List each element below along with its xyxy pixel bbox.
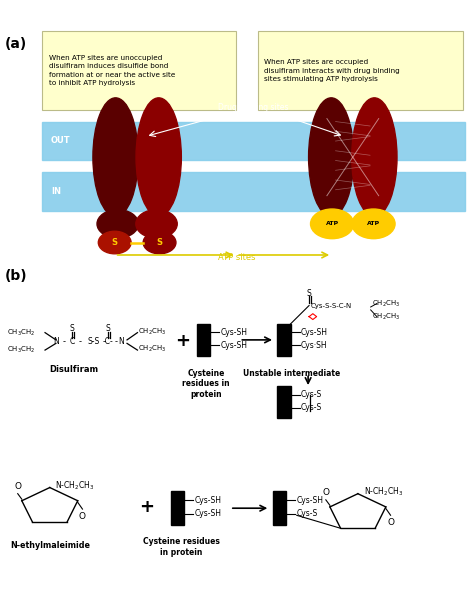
Text: Cys-SH: Cys-SH bbox=[301, 328, 328, 337]
Text: CH$_2$CH$_3$: CH$_2$CH$_3$ bbox=[372, 298, 401, 308]
Circle shape bbox=[136, 209, 177, 238]
Text: Cys-S: Cys-S bbox=[301, 390, 322, 400]
Text: OUT: OUT bbox=[51, 136, 71, 145]
Bar bbox=[42, 122, 465, 160]
Text: CH$_2$CH$_3$: CH$_2$CH$_3$ bbox=[138, 344, 167, 354]
Text: When ATP sites are unoccupied
disulfiram induces disulfide bond
formation at or : When ATP sites are unoccupied disulfiram… bbox=[49, 55, 175, 87]
Text: Cys-S: Cys-S bbox=[296, 509, 318, 518]
Circle shape bbox=[97, 209, 138, 238]
Text: -C-: -C- bbox=[103, 337, 113, 346]
Text: O: O bbox=[387, 518, 394, 527]
Text: +: + bbox=[139, 498, 155, 516]
Text: IN: IN bbox=[51, 187, 61, 196]
Text: Cys-S: Cys-S bbox=[301, 403, 322, 412]
Bar bbox=[277, 324, 291, 356]
Bar bbox=[197, 324, 210, 356]
Text: N-ethylmaleimide: N-ethylmaleimide bbox=[10, 541, 90, 550]
Text: ATP sites: ATP sites bbox=[218, 253, 255, 262]
Text: Cys·SH: Cys·SH bbox=[301, 340, 328, 350]
Text: ATP: ATP bbox=[326, 221, 338, 227]
Circle shape bbox=[310, 209, 354, 238]
Ellipse shape bbox=[309, 98, 354, 216]
Ellipse shape bbox=[352, 98, 397, 216]
Text: C: C bbox=[69, 337, 75, 346]
Text: Drug binding sites: Drug binding sites bbox=[219, 103, 289, 112]
Text: N: N bbox=[53, 337, 59, 346]
Bar bbox=[277, 387, 291, 419]
Text: Cys-SH: Cys-SH bbox=[194, 509, 221, 518]
Ellipse shape bbox=[136, 98, 182, 216]
Text: CH$_2$CH$_3$: CH$_2$CH$_3$ bbox=[138, 327, 167, 337]
Text: O: O bbox=[14, 482, 21, 490]
Bar bbox=[258, 31, 463, 110]
Text: O: O bbox=[79, 512, 86, 521]
Text: (a): (a) bbox=[5, 37, 27, 52]
Text: S: S bbox=[70, 324, 74, 333]
Circle shape bbox=[143, 231, 176, 254]
Text: Unstable intermediate: Unstable intermediate bbox=[243, 369, 340, 378]
Ellipse shape bbox=[93, 98, 138, 216]
Circle shape bbox=[352, 209, 395, 238]
Text: N-CH$_2$CH$_3$: N-CH$_2$CH$_3$ bbox=[364, 486, 403, 498]
Bar bbox=[171, 491, 184, 525]
Text: -: - bbox=[79, 337, 82, 346]
Text: S-S: S-S bbox=[88, 337, 100, 346]
Text: Cysteine residues
in protein: Cysteine residues in protein bbox=[143, 537, 219, 557]
Text: Cysteine
residues in
protein: Cysteine residues in protein bbox=[182, 369, 230, 399]
Bar bbox=[42, 172, 465, 211]
Text: Cys-SH: Cys-SH bbox=[220, 328, 247, 337]
Text: O: O bbox=[322, 488, 329, 497]
Text: When ATP sites are occupied
disulfiram interacts with drug binding
sites stimula: When ATP sites are occupied disulfiram i… bbox=[264, 59, 400, 82]
Text: Cys-SH: Cys-SH bbox=[194, 496, 221, 505]
Bar bbox=[42, 31, 237, 110]
Text: Cys-SH: Cys-SH bbox=[296, 496, 323, 505]
Circle shape bbox=[98, 231, 131, 254]
Text: S: S bbox=[112, 238, 118, 247]
Bar bbox=[273, 491, 286, 525]
Text: (b): (b) bbox=[5, 269, 27, 283]
Text: Cys-S-S-C-N: Cys-S-S-C-N bbox=[310, 304, 352, 310]
Text: CH$_3$CH$_2$: CH$_3$CH$_2$ bbox=[7, 327, 36, 338]
Text: Disulfiram: Disulfiram bbox=[49, 365, 98, 374]
Text: -: - bbox=[63, 337, 65, 346]
Text: CH$_2$CH$_3$: CH$_2$CH$_3$ bbox=[372, 311, 401, 322]
Text: N-CH$_2$CH$_3$: N-CH$_2$CH$_3$ bbox=[55, 480, 95, 492]
Text: S: S bbox=[156, 238, 163, 247]
Text: Cys-SH: Cys-SH bbox=[220, 340, 247, 350]
Text: +: + bbox=[175, 332, 190, 350]
Text: CH$_3$CH$_2$: CH$_3$CH$_2$ bbox=[7, 345, 36, 355]
Text: N: N bbox=[118, 337, 124, 346]
Text: S: S bbox=[307, 289, 311, 298]
Text: -: - bbox=[115, 337, 118, 346]
Text: ATP: ATP bbox=[367, 221, 380, 227]
Text: S: S bbox=[106, 324, 110, 333]
